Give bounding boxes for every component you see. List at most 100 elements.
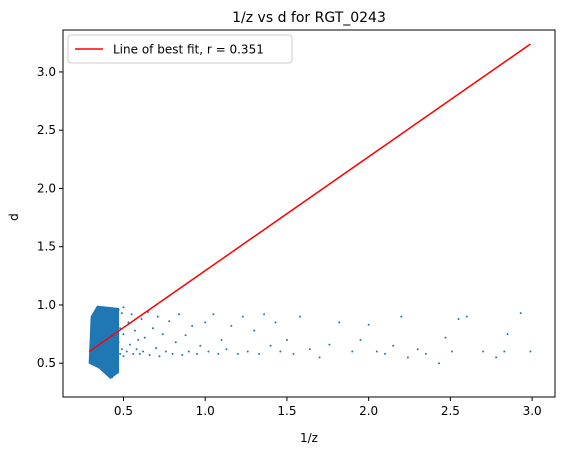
legend-box: [67, 34, 293, 64]
scatter-point: [125, 350, 128, 353]
chart-title: 1/z vs d for RGT_0243: [232, 10, 386, 26]
scatter-point: [130, 313, 133, 316]
scatter-point: [424, 352, 427, 355]
scatter-point: [93, 315, 96, 318]
x-tick-label: 3.0: [523, 404, 542, 418]
y-tick-label: 3.0: [37, 65, 56, 79]
scatter-point: [96, 356, 99, 359]
scatter-point: [135, 348, 138, 351]
scatter-point: [184, 334, 187, 337]
scatter-point: [97, 350, 100, 353]
scatter-point: [99, 362, 102, 365]
scatter-point: [384, 352, 387, 355]
scatter-point: [263, 313, 266, 316]
scatter-point: [115, 356, 118, 359]
scatter-point: [91, 329, 94, 332]
scatter-point: [359, 338, 362, 341]
scatter-point: [204, 321, 207, 324]
x-axis-ticks: 0.5 1.0 1.5 2.0 2.5 3.0: [114, 397, 542, 418]
y-tick-label: 0.5: [37, 356, 56, 370]
scatter-point: [444, 336, 447, 339]
scatter-point: [107, 313, 110, 316]
scatter-point: [151, 327, 154, 330]
scatter-point: [120, 348, 123, 351]
y-axis-label: d: [7, 213, 21, 221]
scatter-point: [132, 352, 135, 355]
scatter-point: [111, 376, 114, 379]
scatter-point: [137, 338, 140, 341]
scatter-point: [225, 348, 228, 351]
scatter-point: [437, 362, 440, 365]
scatter-point: [148, 354, 151, 357]
scatter-point: [191, 324, 194, 327]
scatter-point: [400, 315, 403, 318]
scatter-point: [122, 306, 125, 309]
scatter-point: [196, 352, 199, 355]
scatter-point: [94, 338, 97, 341]
x-tick-label: 1.5: [277, 404, 296, 418]
scatter-point: [187, 350, 190, 353]
scatter-point: [253, 329, 256, 332]
x-axis-label: 1/z: [300, 431, 318, 445]
scatter-point: [91, 354, 94, 357]
scatter-point: [101, 317, 104, 320]
scatter-point: [451, 350, 454, 353]
scatter-point: [115, 315, 118, 318]
scatter-point: [94, 348, 97, 351]
x-tick-label: 2.0: [359, 404, 378, 418]
scatter-point: [158, 355, 161, 358]
scatter-point: [503, 350, 506, 353]
scatter-point: [168, 320, 171, 323]
scatter-point: [506, 333, 509, 336]
scatter-point: [104, 327, 107, 330]
scatter-dense-cluster: [88, 305, 120, 380]
scatter-point: [308, 348, 311, 351]
y-tick-label: 1.5: [37, 240, 56, 254]
scatter-point: [89, 359, 92, 362]
scatter-point: [495, 356, 498, 359]
scatter-point: [122, 355, 125, 358]
scatter-point: [109, 368, 112, 371]
scatter-point: [138, 352, 141, 355]
scatter-point: [269, 344, 272, 347]
y-tick-label: 2.0: [37, 181, 56, 195]
scatter-point: [212, 313, 215, 316]
scatter-point: [457, 317, 460, 320]
scatter-point: [318, 356, 321, 359]
scatter-point: [119, 352, 122, 355]
scatter-point: [338, 321, 341, 324]
scatter-point: [97, 312, 100, 315]
scatter-point: [241, 315, 244, 318]
scatter-point: [519, 312, 522, 315]
scatter-point: [406, 356, 409, 359]
scatter-point: [207, 350, 210, 353]
scatter-point: [127, 321, 130, 324]
scatter-point: [156, 315, 159, 318]
legend: Line of best fit, r = 0.351: [67, 34, 293, 64]
scatter-point: [178, 313, 181, 316]
scatter-point: [99, 333, 102, 336]
scatter-point: [482, 350, 485, 353]
scatter-point: [246, 350, 249, 353]
y-axis-ticks: 0.5 1.0 1.5 2.0 2.5 3.0: [37, 65, 63, 370]
scatter-point: [111, 344, 114, 347]
scatter-point: [106, 364, 109, 367]
scatter-point: [274, 321, 277, 324]
scatter-point: [236, 352, 239, 355]
x-tick-label: 0.5: [114, 404, 133, 418]
scatter-point: [142, 350, 145, 353]
scatter-point: [292, 352, 295, 355]
scatter-point: [133, 329, 136, 332]
scatter-point: [143, 336, 146, 339]
best-fit-line: [88, 43, 531, 353]
scatter-point: [117, 308, 120, 311]
scatter-point: [171, 352, 174, 355]
y-tick-label: 1.0: [37, 298, 56, 312]
scatter-point: [465, 315, 468, 318]
scatter-point: [375, 350, 378, 353]
scatter-point: [299, 315, 302, 318]
scatter-point: [155, 347, 158, 350]
legend-label: Line of best fit, r = 0.351: [113, 43, 264, 57]
scatter-point: [114, 350, 117, 353]
